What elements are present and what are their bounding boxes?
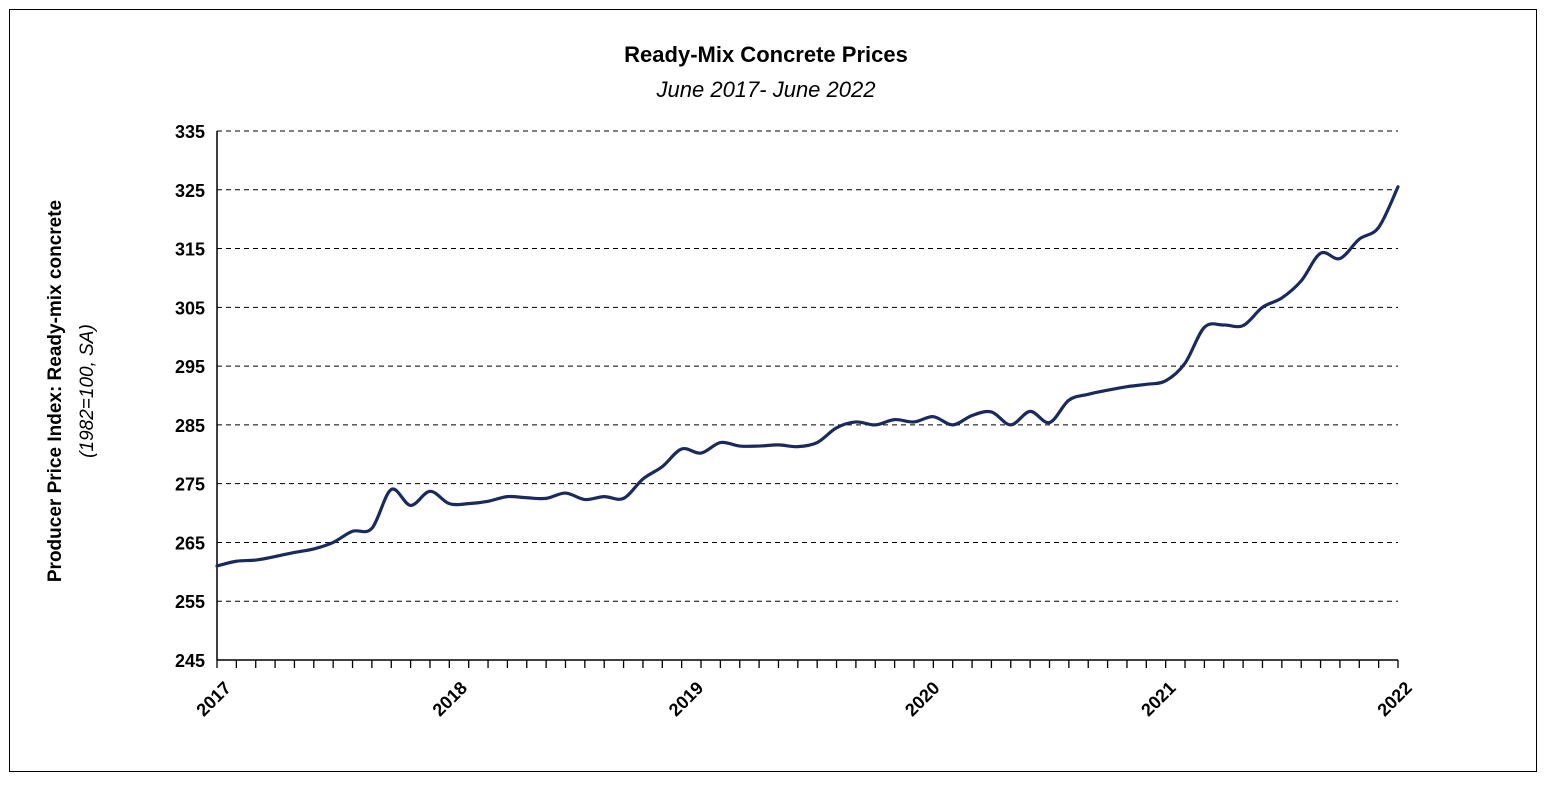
- x-tick-label: 2022: [1373, 678, 1415, 720]
- x-tick-label: 2019: [665, 678, 707, 720]
- x-tick-label: 2021: [1137, 678, 1179, 720]
- series-line: [215, 185, 1400, 568]
- y-tick-label: 325: [175, 181, 205, 201]
- chart-frame: [9, 9, 1537, 772]
- y-tick-label: 285: [175, 416, 205, 436]
- x-tick-label: 2017: [192, 678, 234, 720]
- y-axis-label: Producer Price Index: Ready-mix concrete: [45, 200, 66, 582]
- chart-title: Ready-Mix Concrete Prices: [624, 42, 908, 67]
- y-tick-label: 265: [175, 533, 205, 553]
- y-tick-label: 305: [175, 298, 205, 318]
- y-tick-label: 245: [175, 651, 205, 671]
- y-tick-label: 335: [175, 122, 205, 142]
- x-tick-label: 2018: [429, 678, 471, 720]
- y-axis-sublabel: (1982=100, SA): [77, 324, 98, 458]
- y-tick-label: 255: [175, 592, 205, 612]
- y-tick-label: 275: [175, 475, 205, 495]
- y-tick-label: 315: [175, 240, 205, 260]
- y-tick-label: 295: [175, 357, 205, 377]
- x-tick-label: 2020: [901, 678, 943, 720]
- chart-subtitle: June 2017- June 2022: [656, 77, 876, 102]
